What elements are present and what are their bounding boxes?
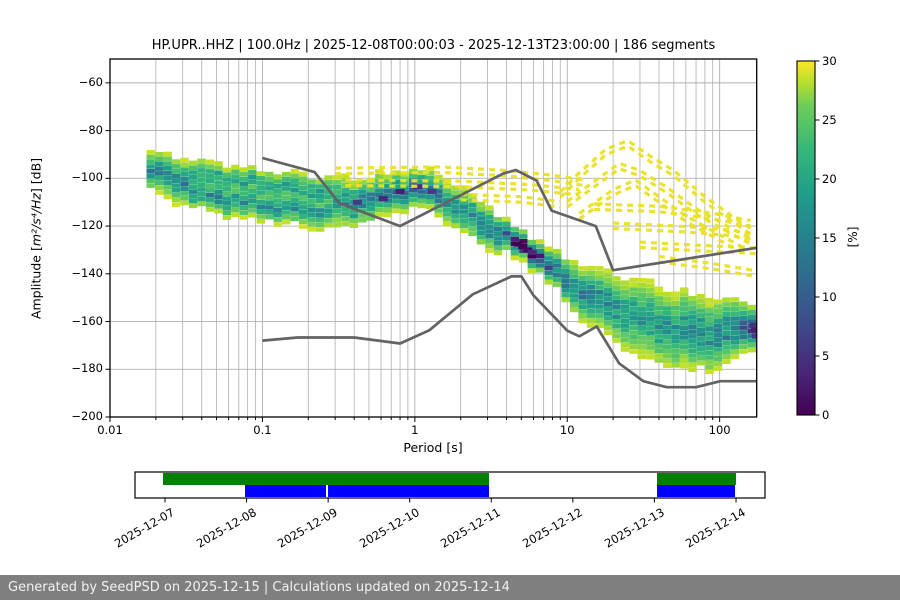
colorbar-tick-label: 15 bbox=[822, 230, 837, 245]
y-tick-label: −200 bbox=[71, 409, 103, 423]
grid-lines bbox=[110, 59, 757, 417]
nhnm-line bbox=[262, 156, 757, 272]
x-axis-label: Period [s] bbox=[403, 440, 463, 455]
timeline-axis bbox=[134, 471, 766, 503]
colorbar-tick-label: 5 bbox=[822, 348, 830, 363]
colorbar-tick-label: 10 bbox=[822, 289, 837, 304]
noise-model-lines bbox=[262, 156, 757, 389]
y-tick-label: −60 bbox=[78, 74, 103, 89]
x-tick-label: 0.1 bbox=[253, 423, 272, 437]
y-tick-label: −180 bbox=[71, 361, 103, 376]
plot-border bbox=[109, 58, 758, 418]
footer-bar: Generated by SeedPSD on 2025-12-15 | Cal… bbox=[0, 575, 900, 600]
colorbar-tick-label: 20 bbox=[822, 171, 837, 186]
timeline-data-segment bbox=[162, 473, 489, 485]
nlnm-line bbox=[262, 275, 757, 389]
colorbar-gradient bbox=[797, 61, 815, 415]
x-tick-label: 10 bbox=[559, 423, 575, 437]
timeline-processed-segment bbox=[244, 485, 327, 497]
y-axis-label-suffix: ] [dB] bbox=[28, 157, 44, 194]
timeline-data-segment bbox=[657, 473, 737, 485]
y-tick-label: −100 bbox=[71, 170, 103, 185]
ppsd-outlier-curves bbox=[335, 139, 756, 278]
colorbar-tick-label: 30 bbox=[822, 53, 837, 68]
y-tick-label: −80 bbox=[78, 122, 103, 137]
timeline-processed-segment bbox=[328, 485, 489, 497]
footer-text: Generated by SeedPSD on 2025-12-15 | Cal… bbox=[8, 580, 510, 595]
timeline-processed-segment bbox=[657, 485, 736, 497]
y-tick-label: −160 bbox=[71, 313, 103, 328]
plot-title: HP.UPR..HHZ | 100.0Hz | 2025-12-08T00:00… bbox=[151, 38, 716, 53]
colorbar-tick-label: 25 bbox=[822, 112, 837, 127]
x-tick-label: 0.01 bbox=[97, 423, 123, 437]
y-axis-label-units: m²/s⁴/Hz bbox=[28, 193, 44, 247]
y-tick-label: −120 bbox=[71, 218, 103, 233]
x-tick-label: 100 bbox=[708, 423, 731, 437]
ppsd-heatmap bbox=[146, 149, 757, 375]
y-tick-label: −140 bbox=[71, 265, 103, 280]
y-axis-label: Amplitude [m²/s⁴/Hz] [dB] bbox=[29, 39, 46, 439]
colorbar-tick-label: 0 bbox=[822, 407, 830, 422]
y-axis-label-prefix: Amplitude [ bbox=[28, 246, 44, 320]
axis-ticks bbox=[105, 82, 721, 422]
x-tick-label: 1 bbox=[411, 423, 419, 437]
